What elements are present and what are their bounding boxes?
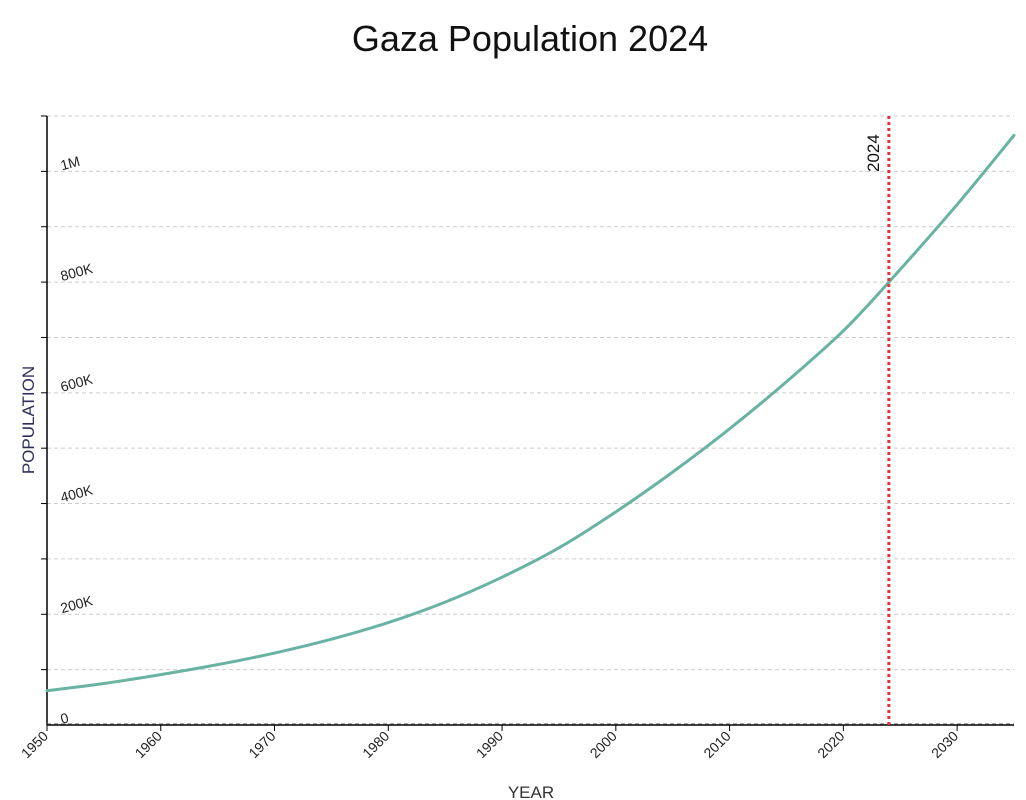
reference-line-group: 2024 [864,116,891,725]
y-tick-labels: 0 200K 400K 600K 800K 1M [41,115,95,727]
x-tick-label: 2030 [928,728,961,761]
y-tick-label: 200K [59,592,95,616]
x-tick-label: 1960 [132,728,165,761]
x-tick-label: 1950 [18,728,51,761]
chart-title: Gaza Population 2024 [351,18,709,59]
series-group [45,133,1016,693]
reference-line-label: 2024 [864,134,883,172]
x-axis-label: YEAR [508,783,554,800]
x-tick-label: 2010 [700,728,733,761]
x-tick-label: 1970 [245,728,278,761]
y-tick-label: 0 [59,709,71,727]
x-tick-label: 2020 [814,728,847,761]
y-tick-label: 1M [59,153,82,173]
axes [46,116,1014,726]
x-tick-label: 1980 [359,728,392,761]
y-tick-label: 400K [59,481,95,505]
x-tick-label: 1990 [473,728,506,761]
series-line [45,133,1016,693]
grid-lines [47,115,1014,671]
y-axis-label: POPULATION [19,366,38,474]
y-tick-label: 800K [59,260,95,284]
x-tick-label: 2000 [587,728,620,761]
y-tick-label: 600K [59,371,95,395]
x-tick-labels: 1950 1960 1970 1980 1990 2000 2010 2020 2030 [18,725,961,761]
